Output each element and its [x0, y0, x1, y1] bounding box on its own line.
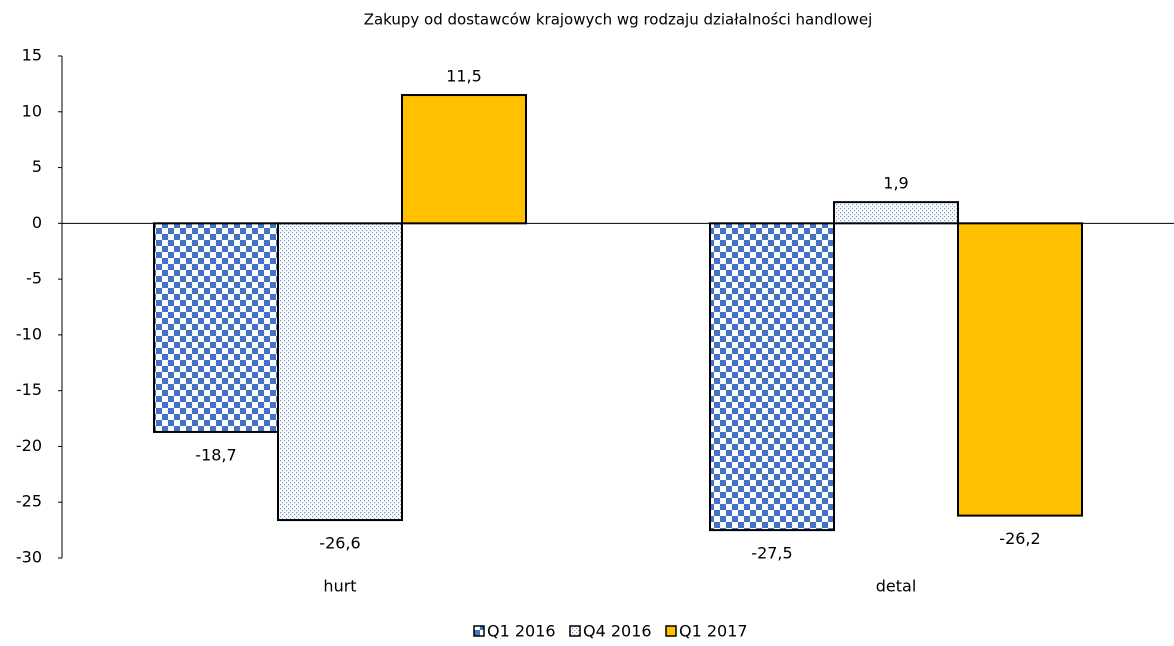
bar: [153, 222, 279, 433]
x-tick-label: detal: [876, 577, 917, 596]
y-tick-label: -15: [16, 380, 42, 399]
legend-swatch: [473, 625, 485, 637]
data-label: -27,5: [751, 544, 792, 563]
data-label: 1,9: [883, 174, 908, 193]
legend-swatch: [665, 625, 677, 637]
y-tick-label: -30: [16, 548, 42, 567]
y-tick-label: 0: [32, 213, 42, 232]
x-tick-label: hurt: [323, 577, 356, 596]
data-label: -18,7: [195, 445, 236, 464]
bar: [709, 222, 835, 532]
y-tick-label: 10: [22, 101, 42, 120]
y-tick-label: -10: [16, 324, 42, 343]
bar: [401, 94, 527, 225]
data-label: 11,5: [446, 67, 482, 86]
y-tick-label: -25: [16, 492, 42, 511]
bar: [957, 222, 1083, 517]
legend-label: Q4 2016: [583, 622, 652, 641]
y-tick-label: 5: [32, 157, 42, 176]
data-label: -26,6: [319, 534, 360, 553]
bar: [833, 201, 959, 225]
y-tick-label: 15: [22, 46, 42, 65]
chart-title: Zakupy od dostawców krajowych wg rodzaju…: [364, 11, 873, 29]
y-tick-label: -20: [16, 436, 42, 455]
data-label: -26,2: [999, 529, 1040, 548]
y-tick-label: -5: [26, 269, 42, 288]
legend-label: Q1 2017: [679, 622, 748, 641]
legend-swatch: [569, 625, 581, 637]
legend-label: Q1 2016: [487, 622, 556, 641]
bar: [277, 222, 403, 522]
